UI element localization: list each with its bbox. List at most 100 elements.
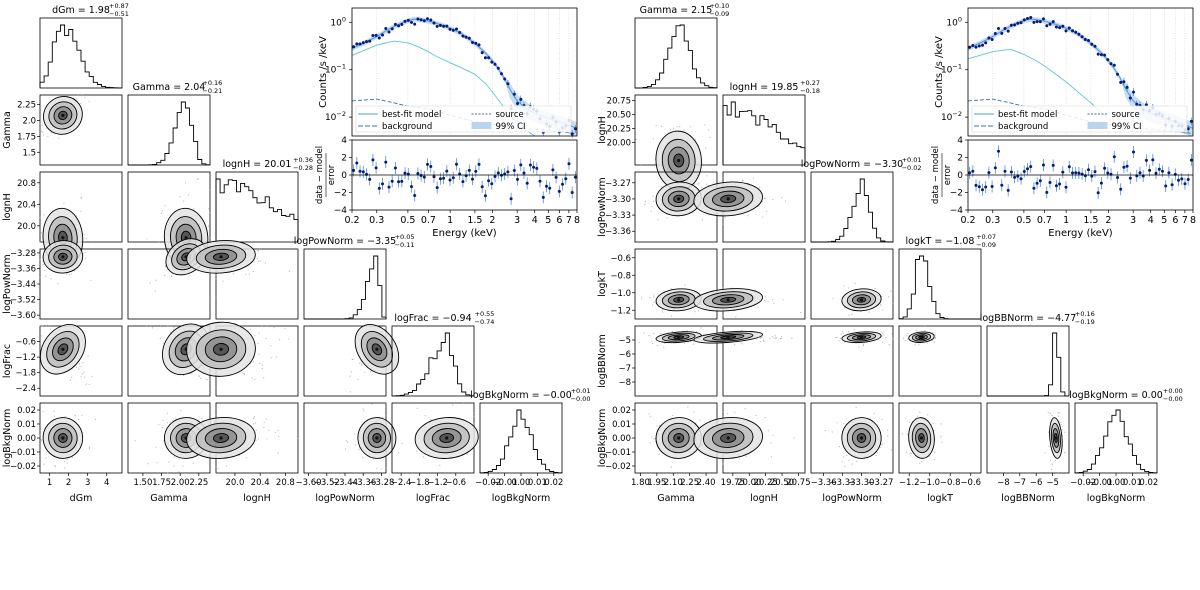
data-point [355, 42, 359, 46]
residual-point [1009, 170, 1013, 174]
y-tick-label: 10−2 [941, 110, 962, 123]
residual-point [974, 183, 978, 187]
sample-point [652, 195, 654, 197]
data-point [419, 18, 423, 22]
mode-marker [726, 436, 730, 440]
sample-point [41, 440, 43, 442]
residual-point [1035, 181, 1039, 185]
sample-point [361, 363, 363, 365]
sample-point [704, 124, 706, 126]
residual-point [1148, 168, 1152, 172]
sample-point [655, 124, 657, 126]
x-tick-label: 20.0 [225, 478, 244, 488]
residual-point [1045, 190, 1049, 194]
x-tick-label: 1.50 [133, 478, 152, 488]
data-point [1128, 96, 1132, 100]
data-point [984, 41, 988, 45]
sample-point [39, 136, 41, 138]
data-point [1022, 18, 1026, 22]
sample-point [906, 433, 909, 435]
param-title-main: lognH = 20.01 [223, 159, 292, 170]
data-point [1112, 63, 1116, 67]
sample-point [694, 311, 696, 313]
sample-point [190, 373, 192, 375]
sample-point [656, 344, 658, 347]
sample-point [258, 438, 260, 440]
sample-point [909, 421, 911, 423]
sample-point [722, 217, 724, 219]
residual-point [390, 179, 394, 183]
residual-point [564, 177, 568, 181]
sample-point [261, 367, 263, 370]
sample-point [160, 325, 162, 327]
sample-point [842, 332, 844, 334]
param-title: Gamma = 2.15 [640, 5, 713, 16]
residual-point [384, 160, 388, 164]
sample-point [422, 456, 425, 458]
sample-point [215, 459, 217, 461]
sample-point [255, 439, 257, 441]
resid-y-tick-label: −4 [950, 206, 964, 216]
x-tick-label: 20.25 [753, 478, 777, 488]
sample-point [662, 309, 664, 311]
data-point [403, 19, 407, 23]
sample-point [156, 462, 158, 464]
param-title-upper: +0.10 [709, 2, 729, 10]
residual-point [413, 194, 417, 197]
x-tick-label: 8 [574, 215, 580, 226]
sample-point [800, 311, 802, 314]
mode-marker [677, 335, 681, 339]
sample-point [288, 338, 290, 340]
sample-point [165, 266, 167, 268]
sample-point [364, 371, 366, 373]
param-title-main: dGm = 1.98 [52, 5, 110, 16]
sample-point [416, 450, 418, 452]
x-tick-label: −3.30 [848, 478, 874, 488]
sample-point [169, 421, 171, 423]
sample-point [252, 270, 254, 272]
sample-point [45, 325, 47, 327]
sample-point [345, 448, 347, 450]
sample-point [734, 411, 736, 413]
y-tick-label: −1.8 [15, 369, 36, 379]
sample-point [881, 418, 883, 421]
sample-point [848, 459, 850, 461]
sample-point [158, 424, 160, 426]
x-tick-label: 3 [514, 215, 520, 226]
residual-point [445, 169, 449, 173]
sample-point [761, 201, 764, 203]
y-tick-label: −1.0 [610, 289, 631, 299]
resid-y-tick-label: −2 [950, 189, 963, 199]
mode-marker [445, 436, 449, 440]
y-tick-label: −3.28 [10, 249, 36, 259]
data-point [445, 24, 449, 28]
sample-point [652, 200, 655, 202]
sample-point [42, 131, 44, 133]
sample-point [888, 296, 890, 298]
data-point [493, 62, 497, 66]
sample-point [251, 377, 253, 379]
sample-point [656, 425, 658, 427]
param-title-upper: +0.36 [293, 156, 313, 164]
sample-point [652, 343, 654, 345]
residual-point [545, 184, 548, 188]
sample-point [53, 415, 56, 417]
param-title: logPowNorm = −3.35 [294, 236, 396, 247]
sample-point [40, 439, 42, 441]
y-tick-label: 2.0 [22, 116, 36, 126]
data-point [1103, 53, 1107, 57]
sample-point [1058, 412, 1060, 414]
sample-point [42, 134, 45, 136]
y-axis-label: lognH [597, 116, 608, 144]
residual-point [1016, 174, 1020, 178]
sample-point [279, 339, 281, 341]
sample-point [934, 334, 936, 336]
sample-point [80, 210, 82, 212]
data-point [381, 33, 384, 37]
sample-point [785, 200, 787, 202]
sample-point [851, 463, 853, 465]
sample-point [385, 406, 387, 408]
sample-point [695, 422, 697, 424]
data-point [519, 97, 523, 101]
